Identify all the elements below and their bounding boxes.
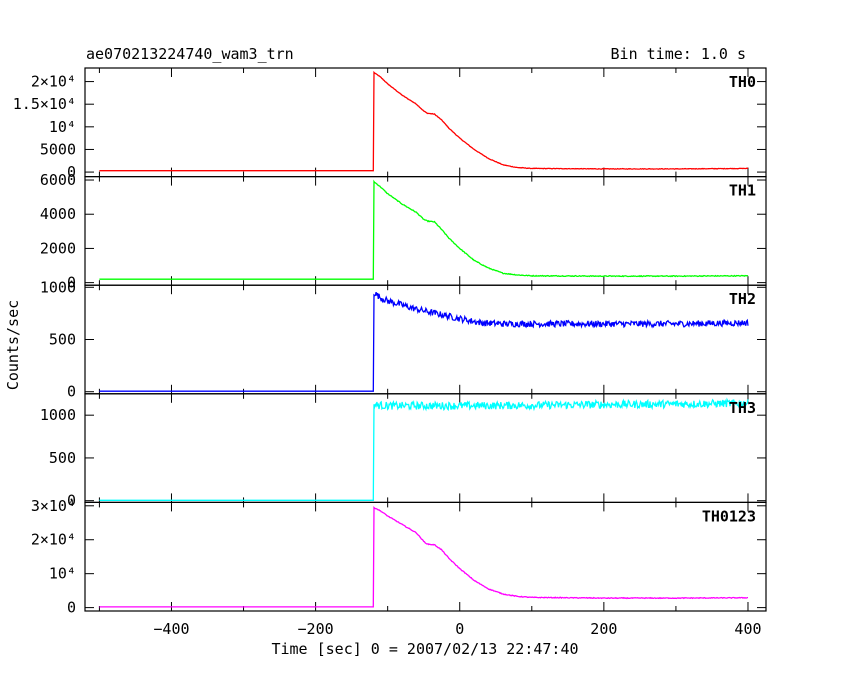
- y-tick-label: 0: [67, 599, 76, 617]
- y-tick-label: 500: [49, 331, 76, 349]
- series-line-th3: [99, 397, 749, 501]
- series-line-th0: [99, 70, 749, 172]
- y-tick-label: 1.5×10⁴: [13, 95, 76, 113]
- x-tick-label: −200: [298, 620, 334, 638]
- y-tick-label: 1000: [40, 278, 76, 296]
- panel-label: TH1: [729, 182, 756, 200]
- y-tick-label: 0: [67, 163, 76, 181]
- panel-label: TH0123: [702, 507, 756, 525]
- panel-th0123: 0 10⁴ 2×10⁴ 3×10⁴ TH0123: [31, 497, 767, 617]
- panel-frame: [84, 176, 767, 286]
- x-tick-label: 0: [455, 620, 464, 638]
- chart-title: ae070213224740_wam3_trn: [86, 45, 294, 63]
- panel-frame: [84, 393, 767, 503]
- x-tick-label: 200: [590, 620, 617, 638]
- y-tick-label: 2×10⁴: [31, 531, 76, 549]
- y-axis-label: Counts/sec: [4, 300, 22, 390]
- y-tick-label: 10⁴: [49, 118, 76, 136]
- panel-th2: 0 500 1000 TH2: [40, 278, 767, 401]
- y-tick-label: 1000: [40, 406, 76, 424]
- panel-frame: [84, 67, 767, 178]
- x-tick-label: −400: [153, 620, 189, 638]
- y-tick-label: 0: [67, 383, 76, 401]
- panel-th0: 0 5000 10⁴ 1.5×10⁴ 2×10⁴ TH0: [13, 67, 767, 181]
- panel-label: TH3: [729, 399, 756, 417]
- panel-frame: [84, 501, 767, 612]
- panel-th3: 0 500 1000 TH3: [40, 393, 767, 510]
- y-tick-label: 500: [49, 449, 76, 467]
- panel-label: TH0: [729, 73, 756, 91]
- panel-th1: 0 2000 4000 6000 TH1: [40, 171, 767, 292]
- y-tick-label: 4000: [40, 205, 76, 223]
- panel-frame: [84, 284, 767, 395]
- y-tick-label: 10⁴: [49, 565, 76, 583]
- panel-label: TH2: [729, 290, 756, 308]
- y-tick-label: 0: [67, 492, 76, 510]
- series-line-th1: [99, 179, 749, 280]
- y-tick-label: 3×10⁴: [31, 497, 76, 515]
- y-tick-label: 2×10⁴: [31, 73, 76, 91]
- bin-time-label: Bin time: 1.0 s: [611, 45, 746, 63]
- x-axis-label: Time [sec] 0 = 2007/02/13 22:47:40: [271, 640, 578, 658]
- y-tick-label: 6000: [40, 171, 76, 189]
- y-tick-label: 2000: [40, 239, 76, 257]
- series-line-th0123: [99, 505, 748, 608]
- x-tick-label: 400: [734, 620, 761, 638]
- y-tick-label: 0: [67, 274, 76, 292]
- y-tick-label: 5000: [40, 140, 76, 158]
- series-line-th2: [99, 292, 749, 392]
